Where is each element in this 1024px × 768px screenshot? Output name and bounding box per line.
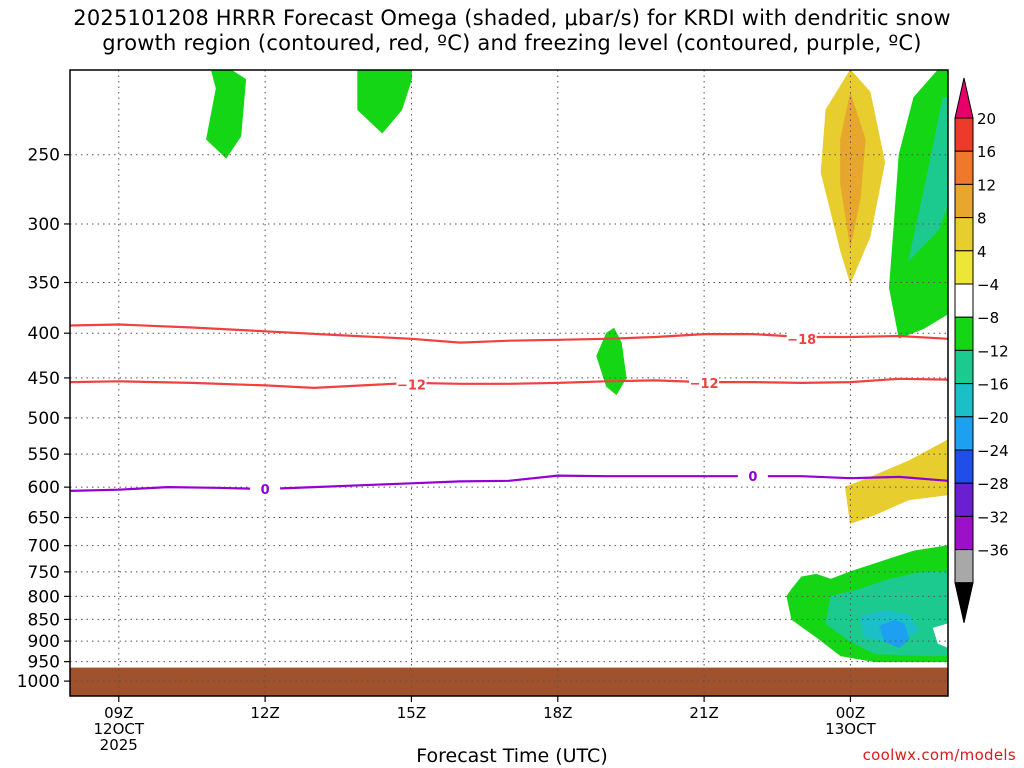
y-tick-label-700: 700 [28,537,60,557]
x-tick-label-21-0: 21Z [689,704,718,722]
colorbar-segment-1 [954,117,974,152]
colorbar-label-9: −20 [977,409,1009,427]
contour-dgz_minus18 [69,323,949,344]
x-tick-label-9-1: 12OCT [94,720,145,738]
colorbar-segment-9 [954,383,974,418]
colorbar-segment-5 [954,250,974,285]
chart-title-line-1: 2025101208 HRRR Forecast Omega (shaded, … [73,6,951,30]
colorbar-label-11: −28 [977,475,1009,493]
colorbar-bottom-arrow [954,582,974,623]
x-tick-label-18-0: 18Z [543,704,572,722]
y-tick-label-900: 900 [28,632,60,652]
omega-region-4 [840,91,866,247]
contour-label-bg-freezing_0-1 [737,468,768,484]
y-tick-label-350: 350 [28,273,60,293]
colorbar-segment-12 [954,482,974,517]
y-tick-label-250: 250 [28,146,60,166]
colorbar-label-13: −36 [977,542,1009,560]
contour-layer: −18 −12 −12 0 0 [69,323,949,498]
contour-label-dgz_minus18-0: −18 [787,333,816,348]
contour-label-freezing_0-1: 0 [748,470,757,485]
omega-shading-layer [206,69,949,663]
colorbar-label-8: −16 [977,376,1009,394]
contour-dgz_minus12 [69,377,949,389]
colorbar-top-arrow [954,77,974,119]
colorbar-label-1: 16 [977,143,996,161]
y-tick-label-450: 450 [28,369,60,389]
colorbar-label-7: −12 [977,342,1009,360]
colorbar-label-4: 4 [977,243,987,261]
y-tick-label-400: 400 [28,324,60,344]
x-tick-label-15-0: 15Z [397,704,426,722]
colorbar-label-0: 20 [977,110,996,128]
y-tick-label-500: 500 [28,409,60,429]
contour-label-bg-dgz_minus18-0 [786,330,817,346]
chart-title-line-2: growth region (contoured, red, ºC) and f… [102,31,922,55]
x-tick-label-12-0: 12Z [250,704,279,722]
x-tick-label-9-0: 09Z [104,704,133,722]
contour-freezing_0 [69,474,949,492]
y-tick-label-850: 850 [28,610,60,630]
omega-region-0 [206,69,247,159]
x-tick-label-24-0: 00Z [836,704,865,722]
colorbar-label-12: −32 [977,508,1009,526]
terrain-block [70,667,948,696]
terrain-layer [70,667,948,696]
colorbar-segment-2 [954,150,974,185]
colorbar-label-10: −24 [977,442,1009,460]
colorbar-label-3: 8 [977,210,987,228]
y-tick-label-300: 300 [28,215,60,235]
plot-frame [69,69,949,697]
omega-region-7 [845,439,949,524]
contour-label-bg-dgz_minus12-0 [396,376,427,392]
colorbar-segment-4 [954,217,974,252]
contour-label-freezing_0-0: 0 [261,483,270,498]
colorbar: 20 16 12 8 4 −4 −8 −12 −16 −20 −24 −28 −32 −36 [954,77,1009,623]
colorbar-segment-3 [954,183,974,219]
y-tick-label-600: 600 [28,478,60,498]
chart-title: 2025101208 HRRR Forecast Omega (shaded, … [0,6,1024,56]
y-tick-label-750: 750 [28,563,60,583]
colorbar-label-6: −8 [977,309,999,327]
x-tick-label-9-2: 2025 [100,736,138,754]
credit-text: coolwx.com/models [862,746,1016,764]
colorbar-segment-7 [954,316,974,351]
contour-label-dgz_minus12-0: −12 [397,379,426,394]
colorbar-label-2: 12 [977,176,996,194]
colorbar-segment-13 [954,515,974,551]
contour-label-bg-freezing_0-0 [250,481,281,497]
y-tick-label-950: 950 [28,653,60,673]
y-tick-label-550: 550 [28,445,60,465]
y-axis: 2503003504004505005506006507007508008509… [17,146,70,692]
colorbar-segment-11 [954,449,974,484]
colorbar-label-5: −4 [977,276,999,294]
y-tick-label-800: 800 [28,587,60,607]
colorbar-segment-10 [954,416,974,451]
colorbar-segment-14 [954,549,974,584]
contour-label-bg-dgz_minus12-1 [689,374,720,390]
x-tick-label-24-1: 13OCT [825,720,876,738]
y-tick-label-650: 650 [28,509,60,529]
contour-label-dgz_minus12-1: −12 [690,377,719,392]
colorbar-segment-6 [954,283,974,318]
colorbar-segment-8 [954,349,974,385]
x-axis-label: Forecast Time (UTC) [416,745,608,767]
omega-region-1 [357,69,412,134]
y-tick-label-1000: 1000 [17,672,60,692]
